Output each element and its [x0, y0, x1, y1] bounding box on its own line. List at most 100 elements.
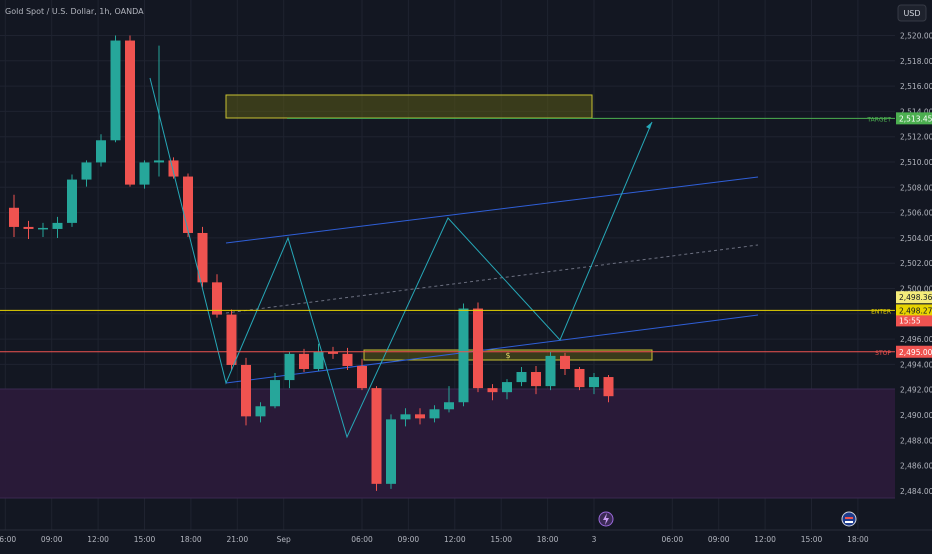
price-tick-label: 2,504.000 [900, 234, 932, 243]
lightning-event-icon[interactable] [598, 511, 614, 527]
price-tick-label: 2,514.000 [900, 107, 932, 116]
channel-upper-line[interactable] [225, 176, 759, 244]
price-levels: TARGET ENTER STOP [0, 116, 895, 357]
candle-body[interactable] [81, 162, 92, 180]
zigzag-path[interactable] [149, 77, 653, 439]
price-tick-label: 2,520.000 [900, 32, 932, 41]
supply-box[interactable] [225, 94, 593, 119]
price-tick-label: 2,490.000 [900, 411, 932, 420]
candle-body[interactable] [125, 40, 135, 185]
level-label-enter: ENTER [871, 308, 891, 315]
candle-body[interactable] [531, 372, 541, 387]
candle-body[interactable] [67, 179, 77, 223]
candle-body[interactable] [400, 414, 411, 420]
candle-body[interactable] [328, 351, 338, 354]
candle-body[interactable] [386, 419, 396, 484]
candle-body[interactable] [458, 308, 469, 403]
candle-body[interactable] [9, 207, 19, 227]
time-tick-label: 15:00 [801, 535, 823, 544]
level-badge-value: 2,495.000 [899, 348, 932, 357]
support-box[interactable] [363, 349, 653, 361]
candle-body[interactable] [299, 353, 309, 369]
price-tick-label: 2,494.000 [900, 360, 932, 369]
candle-body[interactable] [415, 414, 425, 419]
candle-body[interactable] [241, 364, 251, 417]
price-tick-label: 2,500.000 [900, 285, 932, 294]
time-axis-ticks: 06:00 09:00 12:00 15:00 18:00 21:00 Sep 06:00 09… [0, 535, 869, 544]
price-tick-label: 2,486.000 [900, 462, 932, 471]
time-tick-label: 18:00 [847, 535, 869, 544]
level-badge-value: 2,498.270 [899, 306, 932, 315]
price-tick-label: 2,502.000 [900, 259, 932, 268]
candle-body[interactable] [52, 222, 63, 229]
price-badges: 2,513.450 2,498.270 2,495.000 2,498.360 15:5… [896, 112, 932, 358]
level-label-stop: STOP [875, 350, 891, 357]
time-tick-label: 09:00 [41, 535, 63, 544]
level-badge-target [896, 112, 932, 125]
candle-body[interactable] [371, 388, 382, 484]
countdown-value: 15:55 [899, 316, 921, 325]
candle-body[interactable] [545, 355, 556, 387]
price-tick-label: 2,516.000 [900, 82, 932, 91]
price-tick-label: 2,510.000 [900, 158, 932, 167]
candle-body[interactable] [255, 406, 266, 417]
candle-body[interactable] [487, 388, 498, 393]
candle-body[interactable] [154, 160, 164, 163]
candle-body[interactable] [313, 351, 324, 369]
candle-body[interactable] [574, 368, 585, 388]
candle-body[interactable] [473, 308, 483, 389]
candle-body[interactable] [560, 355, 570, 369]
time-tick-label: 21:00 [226, 535, 248, 544]
time-tick-label: 18:00 [180, 535, 202, 544]
price-tick-label: 2,488.000 [900, 436, 932, 445]
currency-button[interactable]: USD [897, 4, 927, 22]
candle-body[interactable] [96, 140, 106, 163]
channel-lower-line[interactable] [225, 314, 759, 384]
candle-body[interactable] [284, 353, 295, 381]
candle-body[interactable] [139, 162, 150, 185]
time-tick-label: 12:00 [87, 535, 109, 544]
time-tick-label: 15:00 [490, 535, 512, 544]
candle-body[interactable] [516, 372, 527, 383]
candles [9, 35, 614, 491]
candle-body[interactable] [226, 314, 237, 365]
zigzag-arrow-head [646, 122, 652, 129]
candle-body[interactable] [23, 226, 34, 229]
currency-button-label[interactable]: USD [903, 9, 920, 18]
time-tick-label: 15:00 [134, 535, 156, 544]
candle-body[interactable] [357, 365, 367, 389]
level-label-target: TARGET [866, 116, 891, 123]
symbol-label: Gold Spot / U.S. Dollar, 1h, OANDA [5, 7, 144, 16]
time-tick-label: 09:00 [398, 535, 420, 544]
last-price-value: 2,498.360 [899, 293, 932, 302]
price-axis[interactable] [895, 0, 932, 550]
candle-body[interactable] [589, 377, 599, 388]
time-tick-label: 06:00 [661, 535, 683, 544]
candle-body[interactable] [342, 353, 353, 366]
countdown-badge [896, 315, 932, 327]
time-tick-label: Sep [277, 535, 291, 544]
level-badge-enter [896, 304, 932, 317]
candle-body[interactable] [168, 160, 179, 177]
candle-body[interactable] [502, 382, 512, 393]
candle-body[interactable] [270, 380, 280, 407]
time-tick-label: 3 [592, 535, 597, 544]
candle-body[interactable] [444, 402, 454, 410]
candle-body[interactable] [110, 40, 121, 141]
candle-body[interactable] [603, 377, 614, 397]
currency-button-bg[interactable] [897, 4, 927, 22]
time-tick-label: 09:00 [708, 535, 730, 544]
level-badge-value: 2,513.450 [899, 114, 932, 123]
flag-event-icon[interactable] [841, 511, 857, 527]
candle-body[interactable] [38, 227, 48, 230]
candle-body[interactable] [429, 409, 440, 419]
candle-body[interactable] [183, 176, 193, 233]
candle-body[interactable] [212, 282, 222, 315]
time-tick-label: 06:00 [0, 535, 16, 544]
time-tick-label: 12:00 [754, 535, 776, 544]
candle-body[interactable] [197, 232, 208, 283]
channel-mid-line[interactable] [225, 244, 759, 314]
price-tick-label: 2,496.000 [900, 335, 932, 344]
